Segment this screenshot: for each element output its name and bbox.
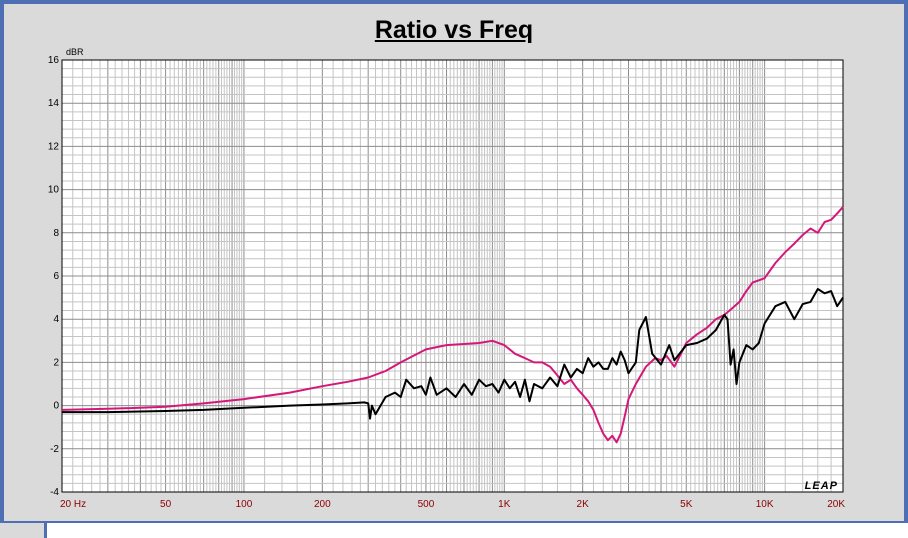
chart-title: Ratio vs Freq	[374, 16, 534, 44]
series-group	[61, 206, 844, 444]
y-axis-label: dBR	[66, 47, 84, 57]
bottom-notch	[0, 523, 47, 538]
y-tick-label: 14	[48, 98, 60, 109]
y-tick-label: 6	[53, 271, 59, 282]
y-tick-label: 10	[48, 185, 60, 196]
y-tick-label: 16	[48, 55, 60, 66]
x-axis: 20 Hz 50 100 200 500 1K 2K 5K 10K 20K	[60, 499, 845, 510]
y-tick-label: 4	[53, 314, 59, 325]
grid	[62, 60, 843, 492]
x-tick-label: 20K	[827, 499, 845, 510]
x-tick-label: 20 Hz	[60, 499, 86, 510]
x-tick-label: 5K	[680, 499, 693, 510]
x-tick-label: 10K	[756, 499, 774, 510]
y-tick-label: -4	[50, 487, 59, 498]
x-tick-label: 1K	[498, 499, 511, 510]
x-tick-label: 500	[418, 499, 435, 510]
x-tick-label: 200	[314, 499, 331, 510]
x-tick-label: 50	[160, 499, 172, 510]
brand-logo: LEAP	[805, 480, 838, 492]
bottom-strip	[0, 521, 908, 538]
y-axis: 16 14 12 10 8 6 4 2 0 -2 -4	[48, 55, 60, 498]
x-tick-label: 100	[236, 499, 253, 510]
y-tick-label: 8	[53, 228, 59, 239]
y-tick-label: 2	[53, 357, 59, 368]
y-tick-label: 0	[53, 401, 59, 412]
series-line-2	[62, 288, 844, 420]
y-tick-label: 12	[48, 141, 60, 152]
x-tick-label: 2K	[577, 499, 590, 510]
y-tick-label: -2	[50, 444, 59, 455]
series-line-1	[61, 206, 844, 444]
plot-border	[61, 59, 844, 493]
